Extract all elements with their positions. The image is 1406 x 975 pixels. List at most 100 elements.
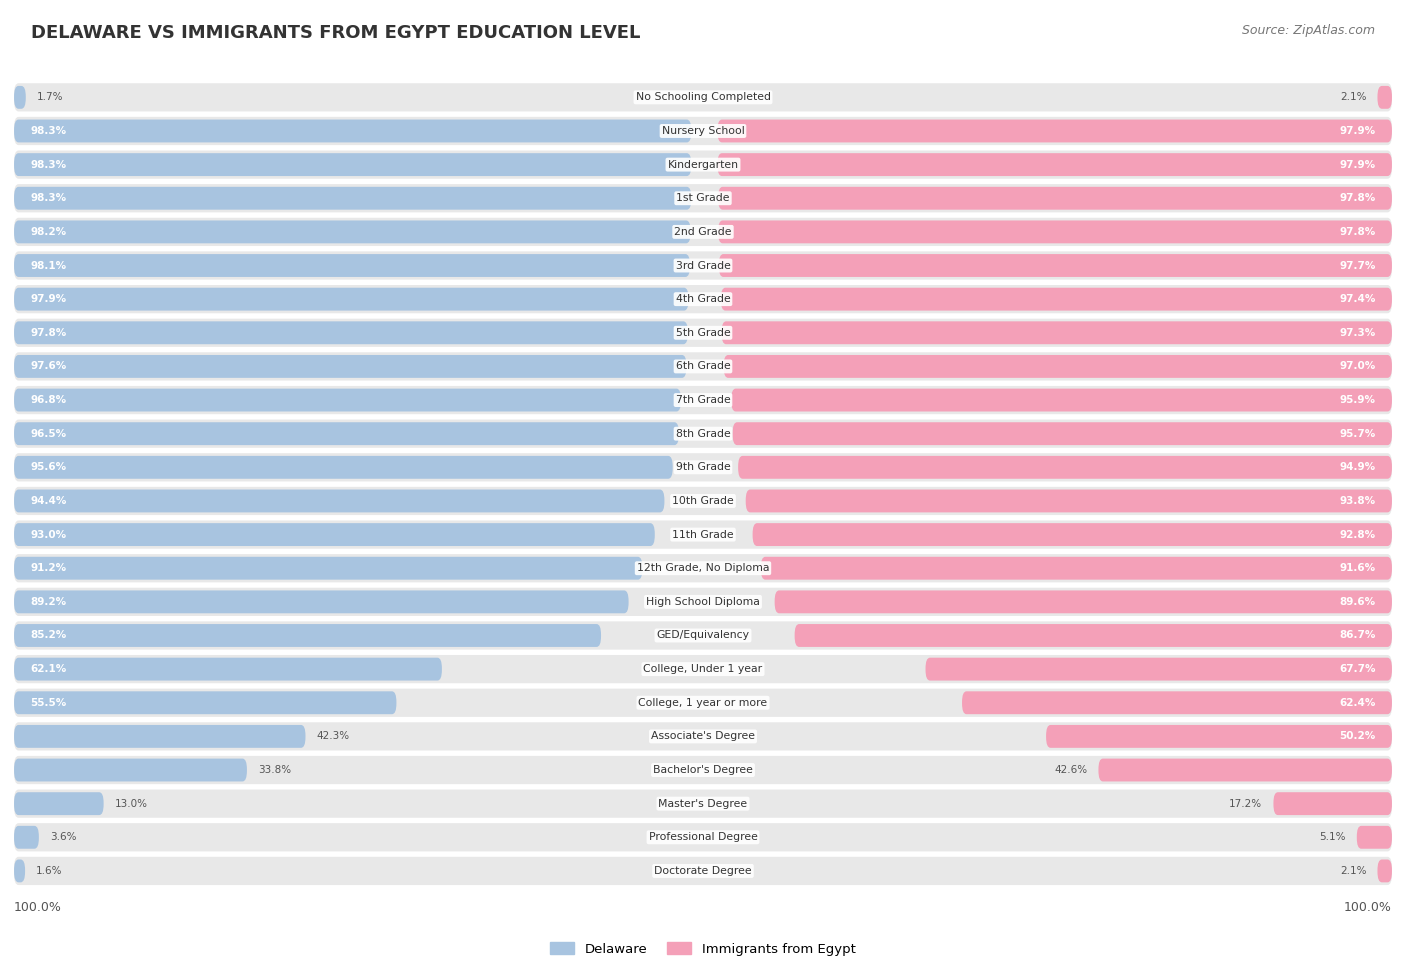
FancyBboxPatch shape [14,725,305,748]
FancyBboxPatch shape [962,691,1392,715]
FancyBboxPatch shape [14,153,692,176]
Text: 97.9%: 97.9% [1340,160,1375,170]
Text: DELAWARE VS IMMIGRANTS FROM EGYPT EDUCATION LEVEL: DELAWARE VS IMMIGRANTS FROM EGYPT EDUCAT… [31,24,640,42]
FancyBboxPatch shape [14,252,1392,280]
Text: 7th Grade: 7th Grade [676,395,730,405]
FancyBboxPatch shape [14,790,1392,818]
Text: 97.8%: 97.8% [1339,227,1375,237]
FancyBboxPatch shape [14,117,1392,145]
Text: 67.7%: 67.7% [1339,664,1375,674]
Text: 6th Grade: 6th Grade [676,362,730,371]
FancyBboxPatch shape [745,489,1392,513]
Text: 2.1%: 2.1% [1340,866,1367,876]
FancyBboxPatch shape [14,489,665,513]
FancyBboxPatch shape [14,722,1392,751]
FancyBboxPatch shape [1357,826,1392,848]
FancyBboxPatch shape [14,389,681,411]
Text: 98.1%: 98.1% [31,260,66,270]
FancyBboxPatch shape [14,554,1392,582]
FancyBboxPatch shape [733,422,1392,446]
FancyBboxPatch shape [14,322,688,344]
Text: No Schooling Completed: No Schooling Completed [636,93,770,102]
Text: 2.1%: 2.1% [1340,93,1367,102]
FancyBboxPatch shape [14,655,1392,683]
FancyBboxPatch shape [14,352,1392,380]
Text: 96.5%: 96.5% [31,429,66,439]
Text: 97.6%: 97.6% [31,362,67,371]
Text: 4th Grade: 4th Grade [676,294,730,304]
Text: 92.8%: 92.8% [1340,529,1375,539]
Text: 100.0%: 100.0% [14,902,62,915]
FancyBboxPatch shape [731,389,1392,411]
Text: 13.0%: 13.0% [115,799,148,808]
Text: 98.3%: 98.3% [31,126,66,136]
Text: 12th Grade, No Diploma: 12th Grade, No Diploma [637,564,769,573]
FancyBboxPatch shape [14,691,396,715]
Text: 95.6%: 95.6% [31,462,66,472]
FancyBboxPatch shape [14,521,1392,549]
FancyBboxPatch shape [14,319,1392,347]
Text: 2nd Grade: 2nd Grade [675,227,731,237]
Text: 62.1%: 62.1% [31,664,67,674]
FancyBboxPatch shape [761,557,1392,580]
Text: 97.9%: 97.9% [31,294,66,304]
FancyBboxPatch shape [14,588,1392,616]
Text: 98.3%: 98.3% [31,193,66,203]
FancyBboxPatch shape [1046,725,1392,748]
Text: 17.2%: 17.2% [1229,799,1263,808]
Text: 42.3%: 42.3% [316,731,350,741]
Text: 1.7%: 1.7% [37,93,63,102]
Text: 33.8%: 33.8% [257,765,291,775]
Text: 9th Grade: 9th Grade [676,462,730,472]
Text: 97.8%: 97.8% [31,328,67,337]
FancyBboxPatch shape [14,793,104,815]
Text: 1.6%: 1.6% [37,866,63,876]
Text: 5th Grade: 5th Grade [676,328,730,337]
Text: 91.6%: 91.6% [1340,564,1375,573]
Text: 11th Grade: 11th Grade [672,529,734,539]
Text: 50.2%: 50.2% [1339,731,1375,741]
FancyBboxPatch shape [775,591,1392,613]
Text: 85.2%: 85.2% [31,631,67,641]
FancyBboxPatch shape [14,288,689,311]
FancyBboxPatch shape [14,823,1392,851]
Text: 95.9%: 95.9% [1340,395,1375,405]
FancyBboxPatch shape [718,254,1392,277]
FancyBboxPatch shape [14,419,1392,448]
Text: 10th Grade: 10th Grade [672,496,734,506]
Text: 1st Grade: 1st Grade [676,193,730,203]
Text: 89.2%: 89.2% [31,597,66,606]
FancyBboxPatch shape [14,422,679,446]
FancyBboxPatch shape [14,285,1392,313]
FancyBboxPatch shape [14,591,628,613]
FancyBboxPatch shape [14,658,441,681]
FancyBboxPatch shape [14,83,1392,111]
FancyBboxPatch shape [738,456,1392,479]
FancyBboxPatch shape [724,355,1392,378]
FancyBboxPatch shape [14,220,690,244]
Text: 89.6%: 89.6% [1340,597,1375,606]
Text: 97.3%: 97.3% [1339,328,1375,337]
FancyBboxPatch shape [14,184,1392,213]
Text: Nursery School: Nursery School [662,126,744,136]
Text: 98.2%: 98.2% [31,227,66,237]
Text: 97.0%: 97.0% [1339,362,1375,371]
FancyBboxPatch shape [794,624,1392,647]
FancyBboxPatch shape [14,860,25,882]
Text: 62.4%: 62.4% [1339,698,1375,708]
FancyBboxPatch shape [717,120,1392,142]
Text: High School Diploma: High School Diploma [647,597,759,606]
FancyBboxPatch shape [718,220,1392,244]
FancyBboxPatch shape [14,524,655,546]
FancyBboxPatch shape [1274,793,1392,815]
Text: 3rd Grade: 3rd Grade [675,260,731,270]
FancyBboxPatch shape [14,456,672,479]
Text: 42.6%: 42.6% [1054,765,1087,775]
Text: 86.7%: 86.7% [1339,631,1375,641]
FancyBboxPatch shape [14,759,247,781]
FancyBboxPatch shape [925,658,1392,681]
FancyBboxPatch shape [1378,86,1392,109]
FancyBboxPatch shape [14,187,692,210]
Text: 91.2%: 91.2% [31,564,66,573]
Text: GED/Equivalency: GED/Equivalency [657,631,749,641]
